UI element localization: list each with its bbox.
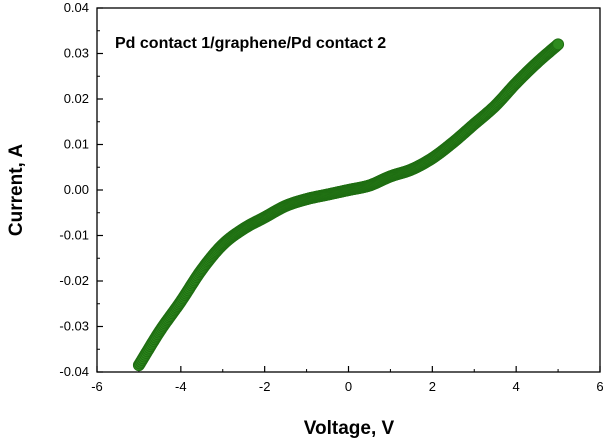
y-tick-label: -0.02 xyxy=(59,273,89,288)
y-tick-label: 0.00 xyxy=(64,182,89,197)
x-tick-label: -4 xyxy=(175,379,187,394)
y-tick-label: 0.02 xyxy=(64,91,89,106)
x-tick-label: 0 xyxy=(345,379,352,394)
y-axis-title: Current, A xyxy=(6,144,27,236)
axis-ticks: -6 -4 -2 0 2 4 6 -0.04 -0.03 -0.02 -0.01 0.00 0.01 0.… xyxy=(59,0,603,394)
x-tick-label: -6 xyxy=(91,379,103,394)
y-tick-label: 0.01 xyxy=(64,137,89,152)
x-tick-label: -2 xyxy=(259,379,271,394)
y-tick-label: 0.03 xyxy=(64,46,89,61)
y-tick-label: -0.04 xyxy=(59,364,89,379)
x-axis-title: Voltage, V xyxy=(304,418,395,439)
y-tick-label: -0.01 xyxy=(59,228,89,243)
curve-annotation: Pd contact 1/graphene/Pd contact 2 xyxy=(115,35,386,52)
x-tick-label: 2 xyxy=(429,379,436,394)
data-point-marker xyxy=(552,38,565,51)
x-tick-label: 6 xyxy=(596,379,603,394)
data-points xyxy=(132,38,565,372)
y-tick-label: 0.04 xyxy=(64,0,89,15)
x-tick-label: 4 xyxy=(513,379,520,394)
y-tick-label: -0.03 xyxy=(59,319,89,334)
